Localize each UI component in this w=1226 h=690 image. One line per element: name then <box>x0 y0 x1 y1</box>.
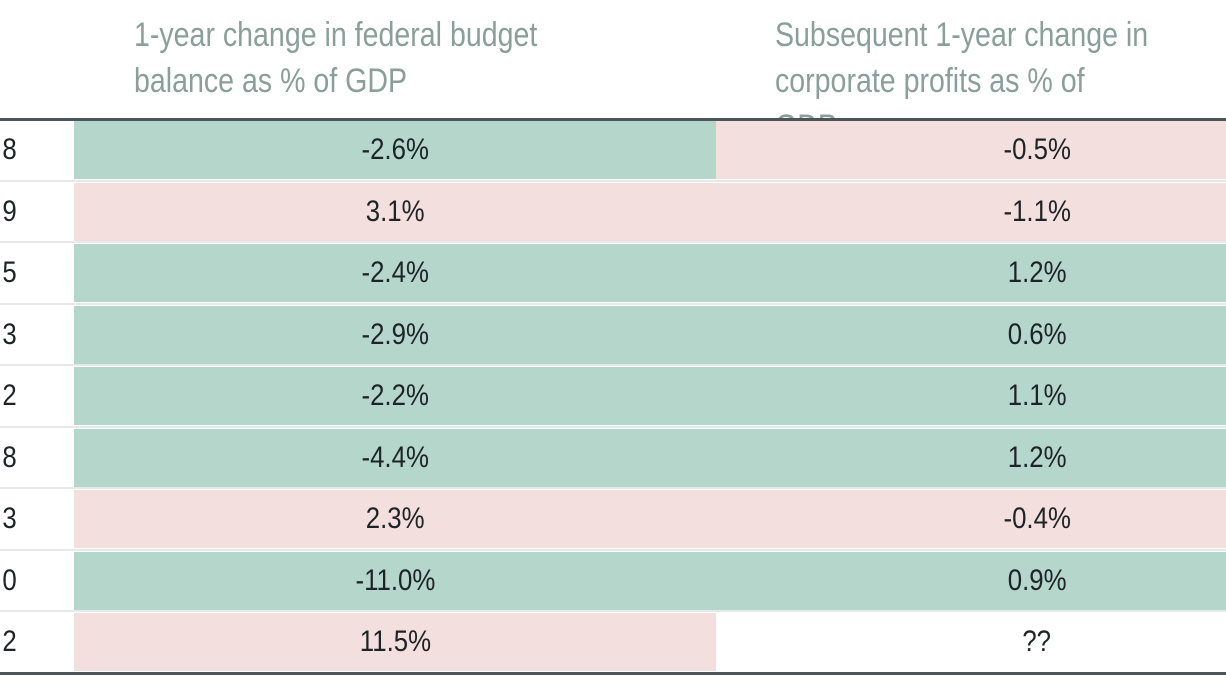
profits-change-value: 1.1% <box>1007 379 1067 412</box>
budget-change-value: -2.9% <box>361 317 429 351</box>
table-row: 2 -2.2% 1.1% <box>0 367 1226 425</box>
profits-change-cell: -0.4% <box>716 490 1226 548</box>
budget-change-cell: -2.2% <box>74 367 716 425</box>
profits-change-cell: 1.1% <box>716 367 1226 425</box>
budget-change-value: -2.6% <box>361 133 429 166</box>
row-separator <box>0 610 1226 612</box>
table-row: 2 11.5%?? <box>0 613 1226 671</box>
profits-change-cell: 0.6% <box>716 305 1226 364</box>
budget-change-value: 11.5% <box>359 625 431 658</box>
footer-rule <box>0 672 1226 675</box>
profits-change-cell: -1.1% <box>716 182 1226 241</box>
profits-change-value: 0.6% <box>1007 317 1067 351</box>
budget-change-value: -4.4% <box>361 440 429 474</box>
budget-change-cell: 3.1% <box>74 182 716 241</box>
budget-change-value: -2.2% <box>361 379 429 412</box>
profits-change-cell: -0.5% <box>716 121 1226 179</box>
profits-change-value: -0.5% <box>1003 133 1071 166</box>
table-row: 5 -2.4% 1.2% <box>0 244 1226 302</box>
profits-change-value: 1.2% <box>1007 440 1067 474</box>
row-year-text: 3 <box>2 317 17 351</box>
budget-change-cell: -11.0% <box>74 551 716 610</box>
profits-change-value: ?? <box>1022 625 1052 658</box>
table-header: 1-year change in federal budget balance … <box>0 0 1226 146</box>
profits-change-value: 1.2% <box>1007 256 1067 289</box>
row-year-label: 2 <box>0 613 74 671</box>
row-year-text: 8 <box>2 133 17 166</box>
row-year-text: 9 <box>2 194 17 228</box>
budget-change-value: -2.4% <box>361 256 429 289</box>
budget-change-value: -11.0% <box>355 563 435 597</box>
row-year-text: 8 <box>2 440 17 474</box>
row-year-text: 5 <box>2 256 17 289</box>
row-year-label: 8 <box>0 429 74 487</box>
table-row: 3 -2.9% 0.6% <box>0 305 1226 364</box>
table-row: 8 -2.6% -0.5% <box>0 121 1226 179</box>
row-year-text: 3 <box>2 502 17 535</box>
budget-change-cell: -2.4% <box>74 244 716 302</box>
row-year-text: 2 <box>2 379 17 412</box>
table-row: 0 -11.0% 0.9% <box>0 551 1226 610</box>
table-row: 9 3.1% -1.1% <box>0 182 1226 241</box>
row-year-label: 9 <box>0 183 74 241</box>
row-separator <box>0 241 1226 243</box>
row-year-text: 0 <box>2 563 17 597</box>
row-separator <box>0 364 1226 366</box>
profits-change-value: -1.1% <box>1003 194 1071 228</box>
budget-change-cell: -2.9% <box>74 305 716 364</box>
row-separator <box>0 425 1226 428</box>
table-row: 3 2.3% -0.4% <box>0 490 1226 548</box>
header-budget-change: 1-year change in federal budget balance … <box>134 16 538 100</box>
row-year-label: 2 <box>0 367 74 425</box>
row-separator <box>0 179 1226 182</box>
row-year-label: 5 <box>0 244 74 302</box>
row-year-text: 2 <box>2 625 17 658</box>
row-year-label: 8 <box>0 121 74 179</box>
budget-change-cell: -2.6% <box>74 121 716 179</box>
profits-change-cell: 1.2% <box>716 428 1226 487</box>
profits-change-value: -0.4% <box>1003 502 1071 535</box>
row-separator <box>0 548 1226 551</box>
row-year-label: 0 <box>0 552 74 610</box>
profits-change-cell: ?? <box>716 613 1226 671</box>
table-row: 8 -4.4% 1.2% <box>0 428 1226 487</box>
profits-change-cell: 0.9% <box>716 551 1226 610</box>
budget-change-value: 2.3% <box>365 502 425 535</box>
budget-change-cell: -4.4% <box>74 428 716 487</box>
header-profits-change: Subsequent 1-year change in corporate pr… <box>775 16 1149 146</box>
budget-change-value: 3.1% <box>365 194 425 228</box>
row-year-label: 3 <box>0 490 74 548</box>
budget-change-cell: 11.5% <box>74 613 716 671</box>
row-separator <box>0 487 1226 489</box>
profits-change-cell: 1.2% <box>716 244 1226 302</box>
profits-change-value: 0.9% <box>1007 563 1067 597</box>
row-separator <box>0 302 1226 305</box>
budget-change-cell: 2.3% <box>74 490 716 548</box>
row-year-label: 3 <box>0 306 74 364</box>
header-rule <box>0 118 1226 121</box>
